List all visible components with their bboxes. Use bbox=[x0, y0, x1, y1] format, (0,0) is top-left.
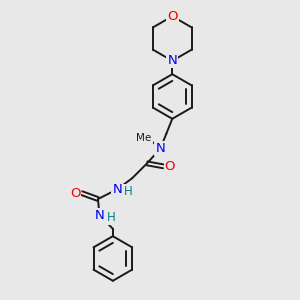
Text: N: N bbox=[112, 183, 122, 196]
Text: N: N bbox=[94, 209, 104, 222]
Text: O: O bbox=[70, 187, 80, 200]
Text: N: N bbox=[167, 54, 177, 67]
Text: H: H bbox=[106, 211, 115, 224]
Text: H: H bbox=[124, 185, 133, 198]
Text: N: N bbox=[155, 142, 165, 155]
Text: O: O bbox=[167, 10, 178, 23]
Text: Me: Me bbox=[136, 133, 152, 143]
Text: O: O bbox=[165, 160, 175, 173]
